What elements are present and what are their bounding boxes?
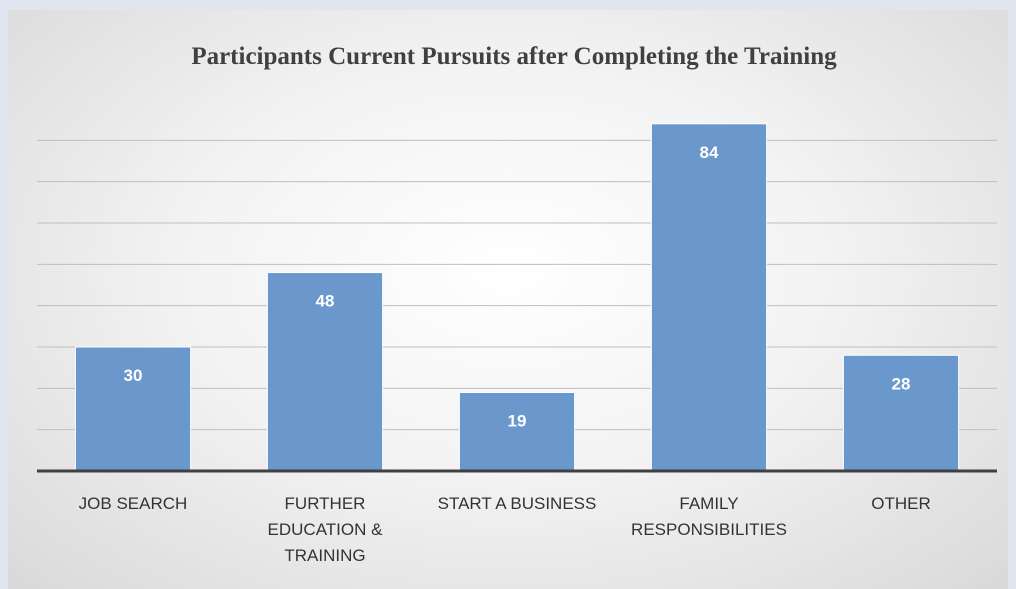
bar bbox=[458, 391, 576, 472]
chart-title: Participants Current Pursuits after Comp… bbox=[191, 43, 837, 70]
data-label: 30 bbox=[124, 366, 143, 385]
bar bbox=[74, 346, 192, 472]
data-label: 28 bbox=[892, 374, 911, 393]
chart-area bbox=[8, 10, 1008, 589]
x-tick-label: FURTHER EDUCATION & TRAINING bbox=[267, 494, 383, 565]
data-label: 19 bbox=[508, 411, 527, 430]
x-tick-label: START A BUSINESS bbox=[437, 494, 597, 513]
bar bbox=[842, 354, 960, 472]
data-label: 84 bbox=[700, 143, 719, 162]
x-tick-label: OTHER bbox=[871, 494, 931, 513]
data-label: 48 bbox=[316, 292, 335, 311]
bar bbox=[266, 272, 384, 472]
bar bbox=[650, 123, 768, 472]
x-tick-label: FAMILY RESPONSIBILITIES bbox=[631, 494, 787, 539]
x-tick-label: JOB SEARCH bbox=[78, 494, 188, 513]
